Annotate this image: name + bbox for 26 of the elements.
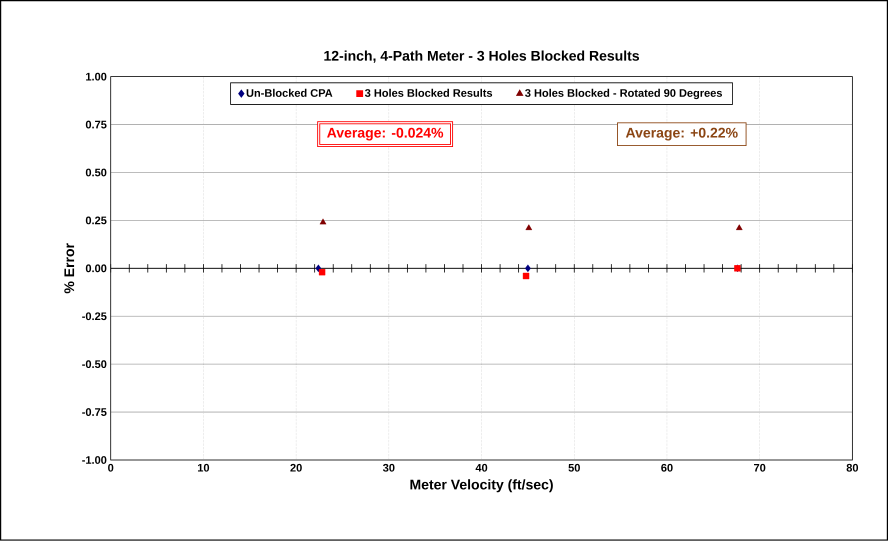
- legend-label: Un-Blocked CPA: [246, 88, 332, 98]
- y-tick-label: -1.00: [82, 456, 106, 464]
- y-tick-label: -0.75: [82, 408, 107, 416]
- y-tick-label: 0.50: [86, 168, 106, 177]
- x-tick-label: 50: [568, 464, 580, 472]
- x-tick-label: 20: [290, 464, 302, 472]
- y-tick-label: 0.25: [86, 216, 107, 224]
- legend-label: 3 Holes Blocked Results: [364, 88, 492, 98]
- x-tick-label: 60: [661, 464, 673, 472]
- annotation: Average: +0.22%: [626, 128, 738, 141]
- x-axis-title: Meter Velocity (ft/sec): [410, 479, 553, 492]
- y-tick-label: 1.00: [86, 72, 106, 81]
- y-tick-label: -0.50: [82, 360, 106, 368]
- x-tick-label: 80: [846, 464, 858, 472]
- y-tick-label: -0.25: [82, 312, 107, 320]
- y-tick-label: 0.00: [86, 264, 106, 272]
- x-tick-label: 30: [382, 464, 395, 472]
- y-tick-label: 0.75: [86, 120, 107, 129]
- x-tick-label: 70: [754, 464, 766, 472]
- legend-label: 3 Holes Blocked - Rotated 90 Degrees: [525, 88, 722, 100]
- x-tick-label: 40: [476, 464, 488, 472]
- annotation: Average: -0.024%: [327, 128, 444, 141]
- y-axis-title: % Error: [64, 243, 74, 294]
- x-tick-label: 10: [198, 464, 210, 472]
- chart-title: 12-inch, 4-Path Meter - 3 Holes Blocked Results: [324, 50, 640, 63]
- x-tick-label: 0: [108, 464, 114, 472]
